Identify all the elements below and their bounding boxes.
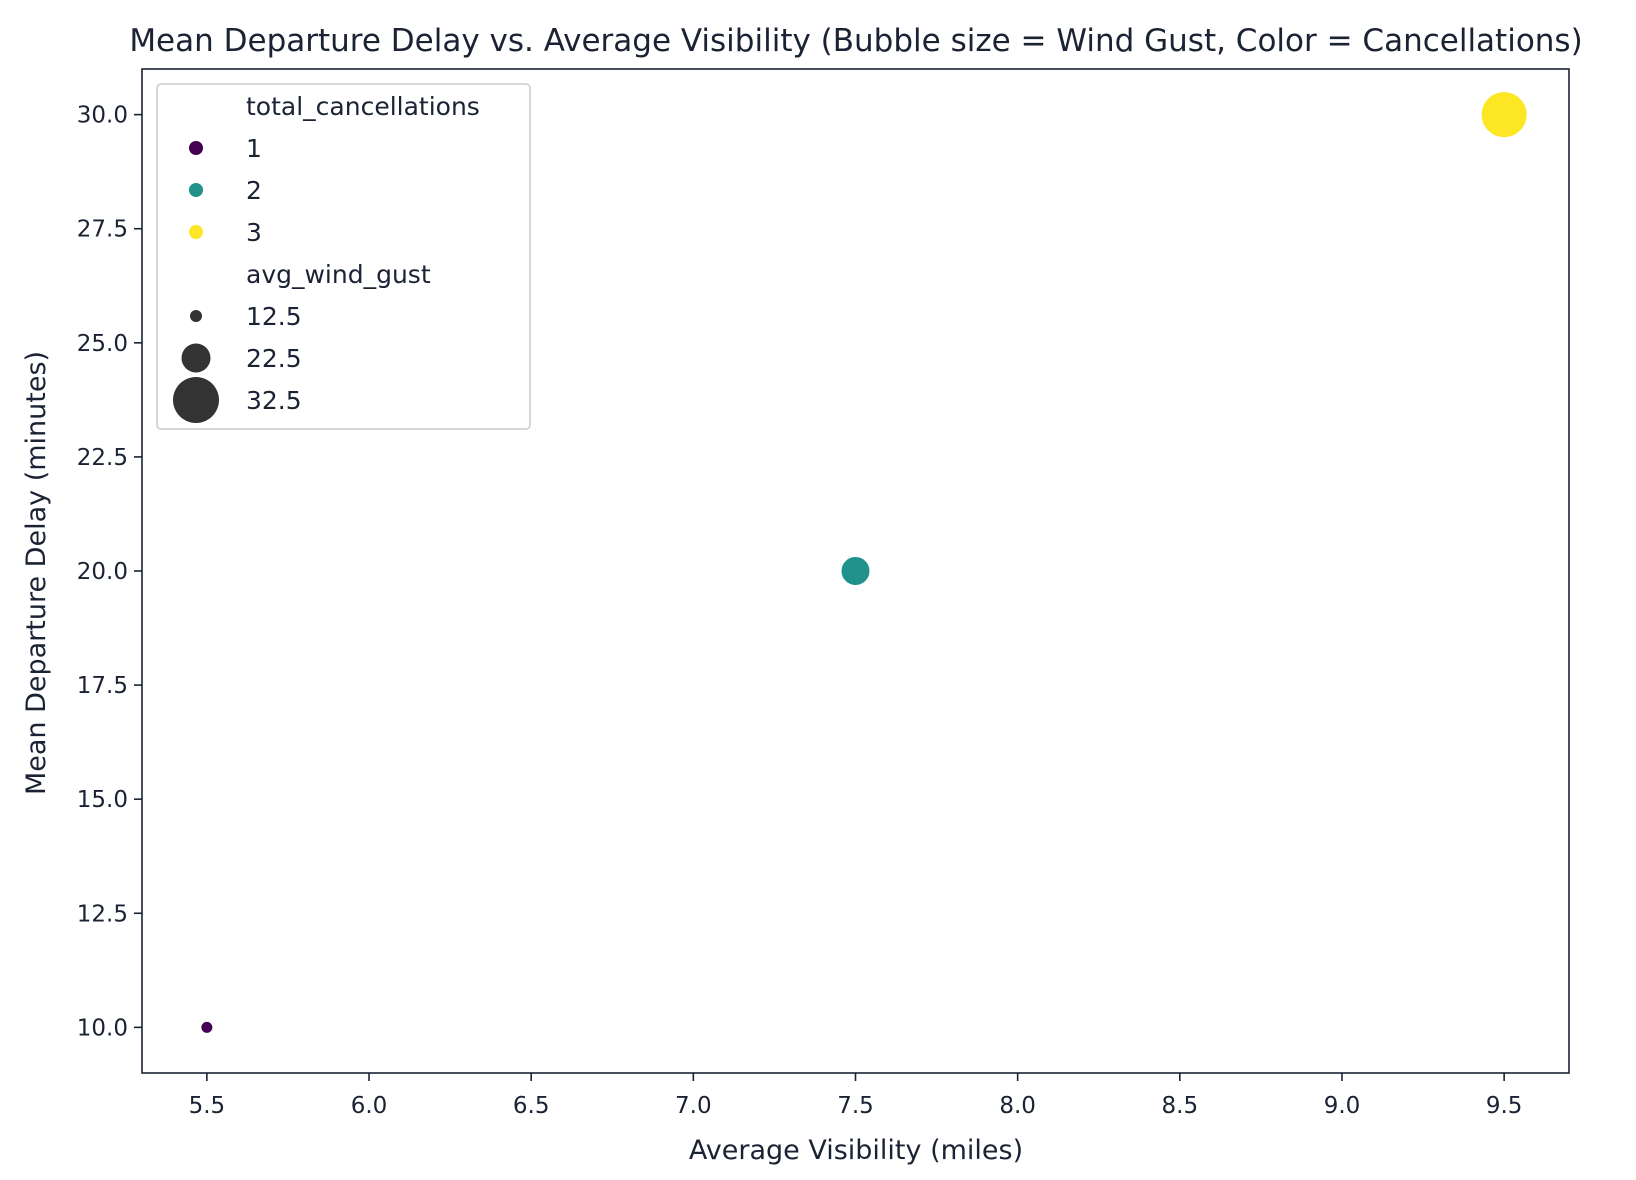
y-tick-label: 10.0 xyxy=(77,1015,128,1041)
data-point xyxy=(200,1020,214,1034)
legend-size-marker xyxy=(190,310,202,322)
y-tick-label: 25.0 xyxy=(77,331,128,357)
x-tick-label: 8.5 xyxy=(1162,1093,1199,1119)
data-point xyxy=(1480,91,1528,139)
legend-hue-label: 3 xyxy=(246,218,262,247)
y-tick-label: 30.0 xyxy=(77,103,128,129)
data-points xyxy=(200,91,1528,1034)
x-tick-label: 5.5 xyxy=(189,1093,226,1119)
y-tick-label: 27.5 xyxy=(77,217,128,243)
legend-hue-label: 1 xyxy=(246,134,262,163)
legend-size-marker xyxy=(181,343,211,373)
y-tick-label: 15.0 xyxy=(77,787,128,813)
legend-hue-marker xyxy=(189,183,203,197)
x-tick-label: 7.0 xyxy=(675,1093,712,1119)
legend-size-label: 32.5 xyxy=(246,386,302,415)
y-tick-label: 22.5 xyxy=(77,445,128,471)
legend-size-marker xyxy=(173,377,219,423)
y-axis-label: Mean Departure Delay (minutes) xyxy=(21,351,52,795)
x-tick-label: 6.5 xyxy=(513,1093,550,1119)
x-tick-label: 6.0 xyxy=(351,1093,388,1119)
legend-box xyxy=(156,83,531,430)
chart-title: Mean Departure Delay vs. Average Visibil… xyxy=(129,23,1582,59)
legend-hue-marker xyxy=(189,141,203,155)
x-axis: 5.5 6.0 6.5 7.0 7.5 8.0 8.5 9.0 9.5 xyxy=(189,1073,1523,1119)
legend-hue-label: 2 xyxy=(246,176,262,205)
legend-hue-marker xyxy=(189,225,203,239)
legend-hue-title: total_cancellations xyxy=(246,92,480,121)
legend-size-title: avg_wind_gust xyxy=(246,260,431,289)
legend-size-label: 12.5 xyxy=(246,302,302,331)
y-tick-label: 17.5 xyxy=(77,673,128,699)
x-tick-label: 7.5 xyxy=(837,1093,874,1119)
x-axis-label: Average Visibility (miles) xyxy=(689,1135,1023,1166)
x-tick-label: 8.0 xyxy=(999,1093,1036,1119)
data-point xyxy=(840,556,871,586)
x-tick-label: 9.0 xyxy=(1324,1093,1361,1119)
y-axis: 10.0 12.5 15.0 17.5 20.0 22.5 25.0 27.5 30.0 xyxy=(77,103,142,1041)
x-tick-label: 9.5 xyxy=(1486,1093,1523,1119)
legend-size-label: 22.5 xyxy=(246,344,302,373)
legend: total_cancellations 1 2 3 avg_wind_gust 12.5 2… xyxy=(156,83,531,430)
y-tick-label: 12.5 xyxy=(77,901,128,927)
y-tick-label: 20.0 xyxy=(77,559,128,585)
